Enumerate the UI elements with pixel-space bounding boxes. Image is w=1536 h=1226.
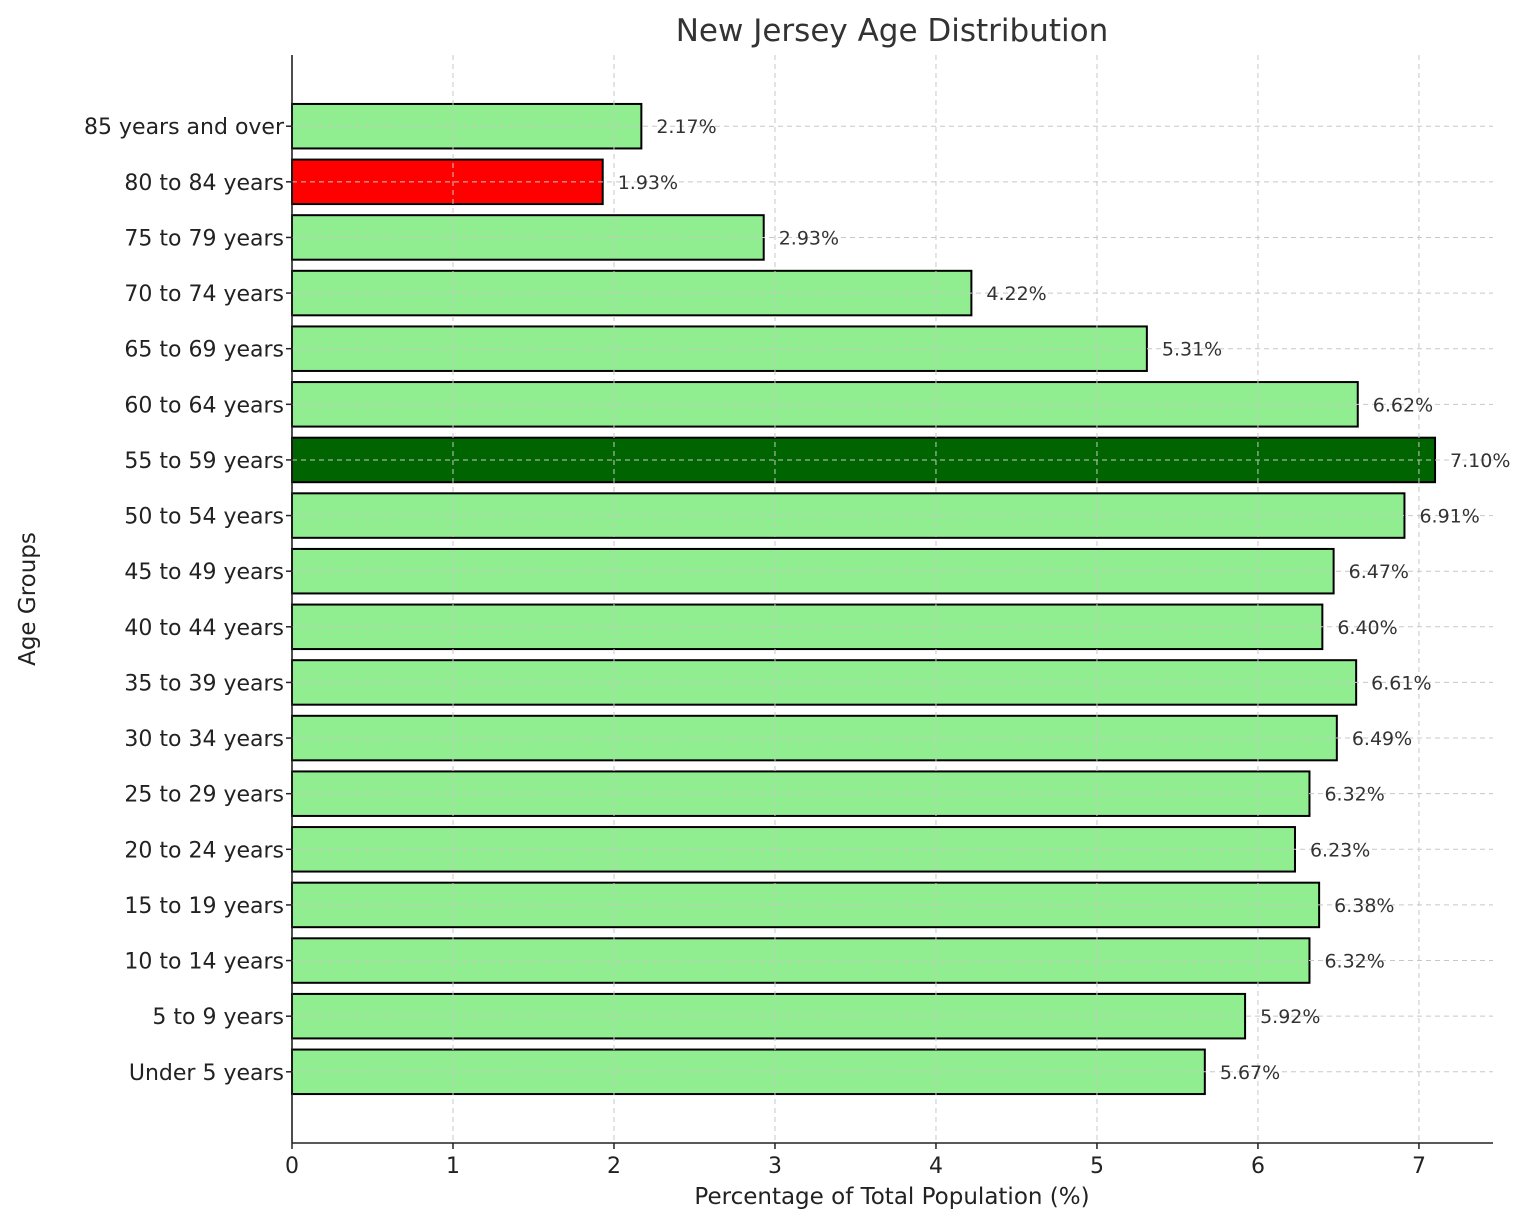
y-tick-label: 35 to 39 years [124, 671, 284, 696]
value-label: 7.10% [1450, 450, 1510, 472]
value-label: 6.61% [1371, 672, 1431, 694]
y-tick-label: 45 to 49 years [124, 560, 284, 585]
bar-20-to-24-years [291, 826, 1296, 873]
y-tick-label: 55 to 59 years [124, 449, 284, 474]
y-tick-label: 5 to 9 years [152, 1005, 284, 1030]
value-label: 6.49% [1352, 728, 1412, 750]
value-label: 6.32% [1324, 951, 1384, 973]
x-tick-label: 1 [446, 1154, 460, 1179]
value-label: 2.17% [656, 116, 716, 138]
x-tick-label: 7 [1412, 1154, 1426, 1179]
value-label: 5.92% [1260, 1006, 1320, 1028]
value-label: 6.32% [1324, 784, 1384, 806]
y-tick-label: 65 to 69 years [124, 338, 284, 363]
x-tick-label: 0 [285, 1154, 299, 1179]
y-tick-label: 25 to 29 years [124, 783, 284, 808]
chart-title: New Jersey Age Distribution [676, 13, 1109, 49]
value-label: 6.47% [1349, 561, 1409, 583]
value-label: 6.40% [1337, 617, 1397, 639]
y-tick-label: 40 to 44 years [124, 616, 284, 641]
y-tick-label: 10 to 14 years [124, 950, 284, 975]
y-axis-label: Age Groups [15, 532, 41, 666]
value-label: 1.93% [618, 172, 678, 194]
x-tick-label: 6 [1251, 1154, 1265, 1179]
value-label: 6.62% [1373, 394, 1433, 416]
value-label: 5.67% [1220, 1062, 1280, 1084]
value-label: 6.91% [1419, 506, 1479, 528]
x-axis-label: Percentage of Total Population (%) [694, 1184, 1089, 1210]
x-tick-label: 5 [1090, 1154, 1104, 1179]
value-label: 6.23% [1310, 839, 1370, 861]
value-label: 5.31% [1162, 339, 1222, 361]
y-tick-label: 50 to 54 years [124, 505, 284, 530]
x-tick-label: 3 [768, 1154, 782, 1179]
bar-70-to-74-years [291, 269, 973, 317]
y-tick-label: 60 to 64 years [124, 393, 284, 418]
y-tick-label: 75 to 79 years [124, 226, 284, 251]
x-tick-label: 2 [607, 1154, 621, 1179]
x-tick-label: 4 [929, 1154, 943, 1179]
value-label: 2.93% [779, 227, 839, 249]
y-tick-label: Under 5 years [129, 1061, 284, 1086]
value-label: 4.22% [986, 283, 1046, 305]
y-tick-label: 70 to 74 years [124, 282, 284, 307]
y-tick-label: 20 to 24 years [124, 838, 284, 863]
y-tick-label: 15 to 19 years [124, 894, 284, 919]
y-tick-label: 30 to 34 years [124, 727, 284, 752]
y-tick-label: 80 to 84 years [124, 171, 284, 196]
value-label: 6.38% [1334, 895, 1394, 917]
y-tick-label: 85 years and over [84, 115, 285, 140]
